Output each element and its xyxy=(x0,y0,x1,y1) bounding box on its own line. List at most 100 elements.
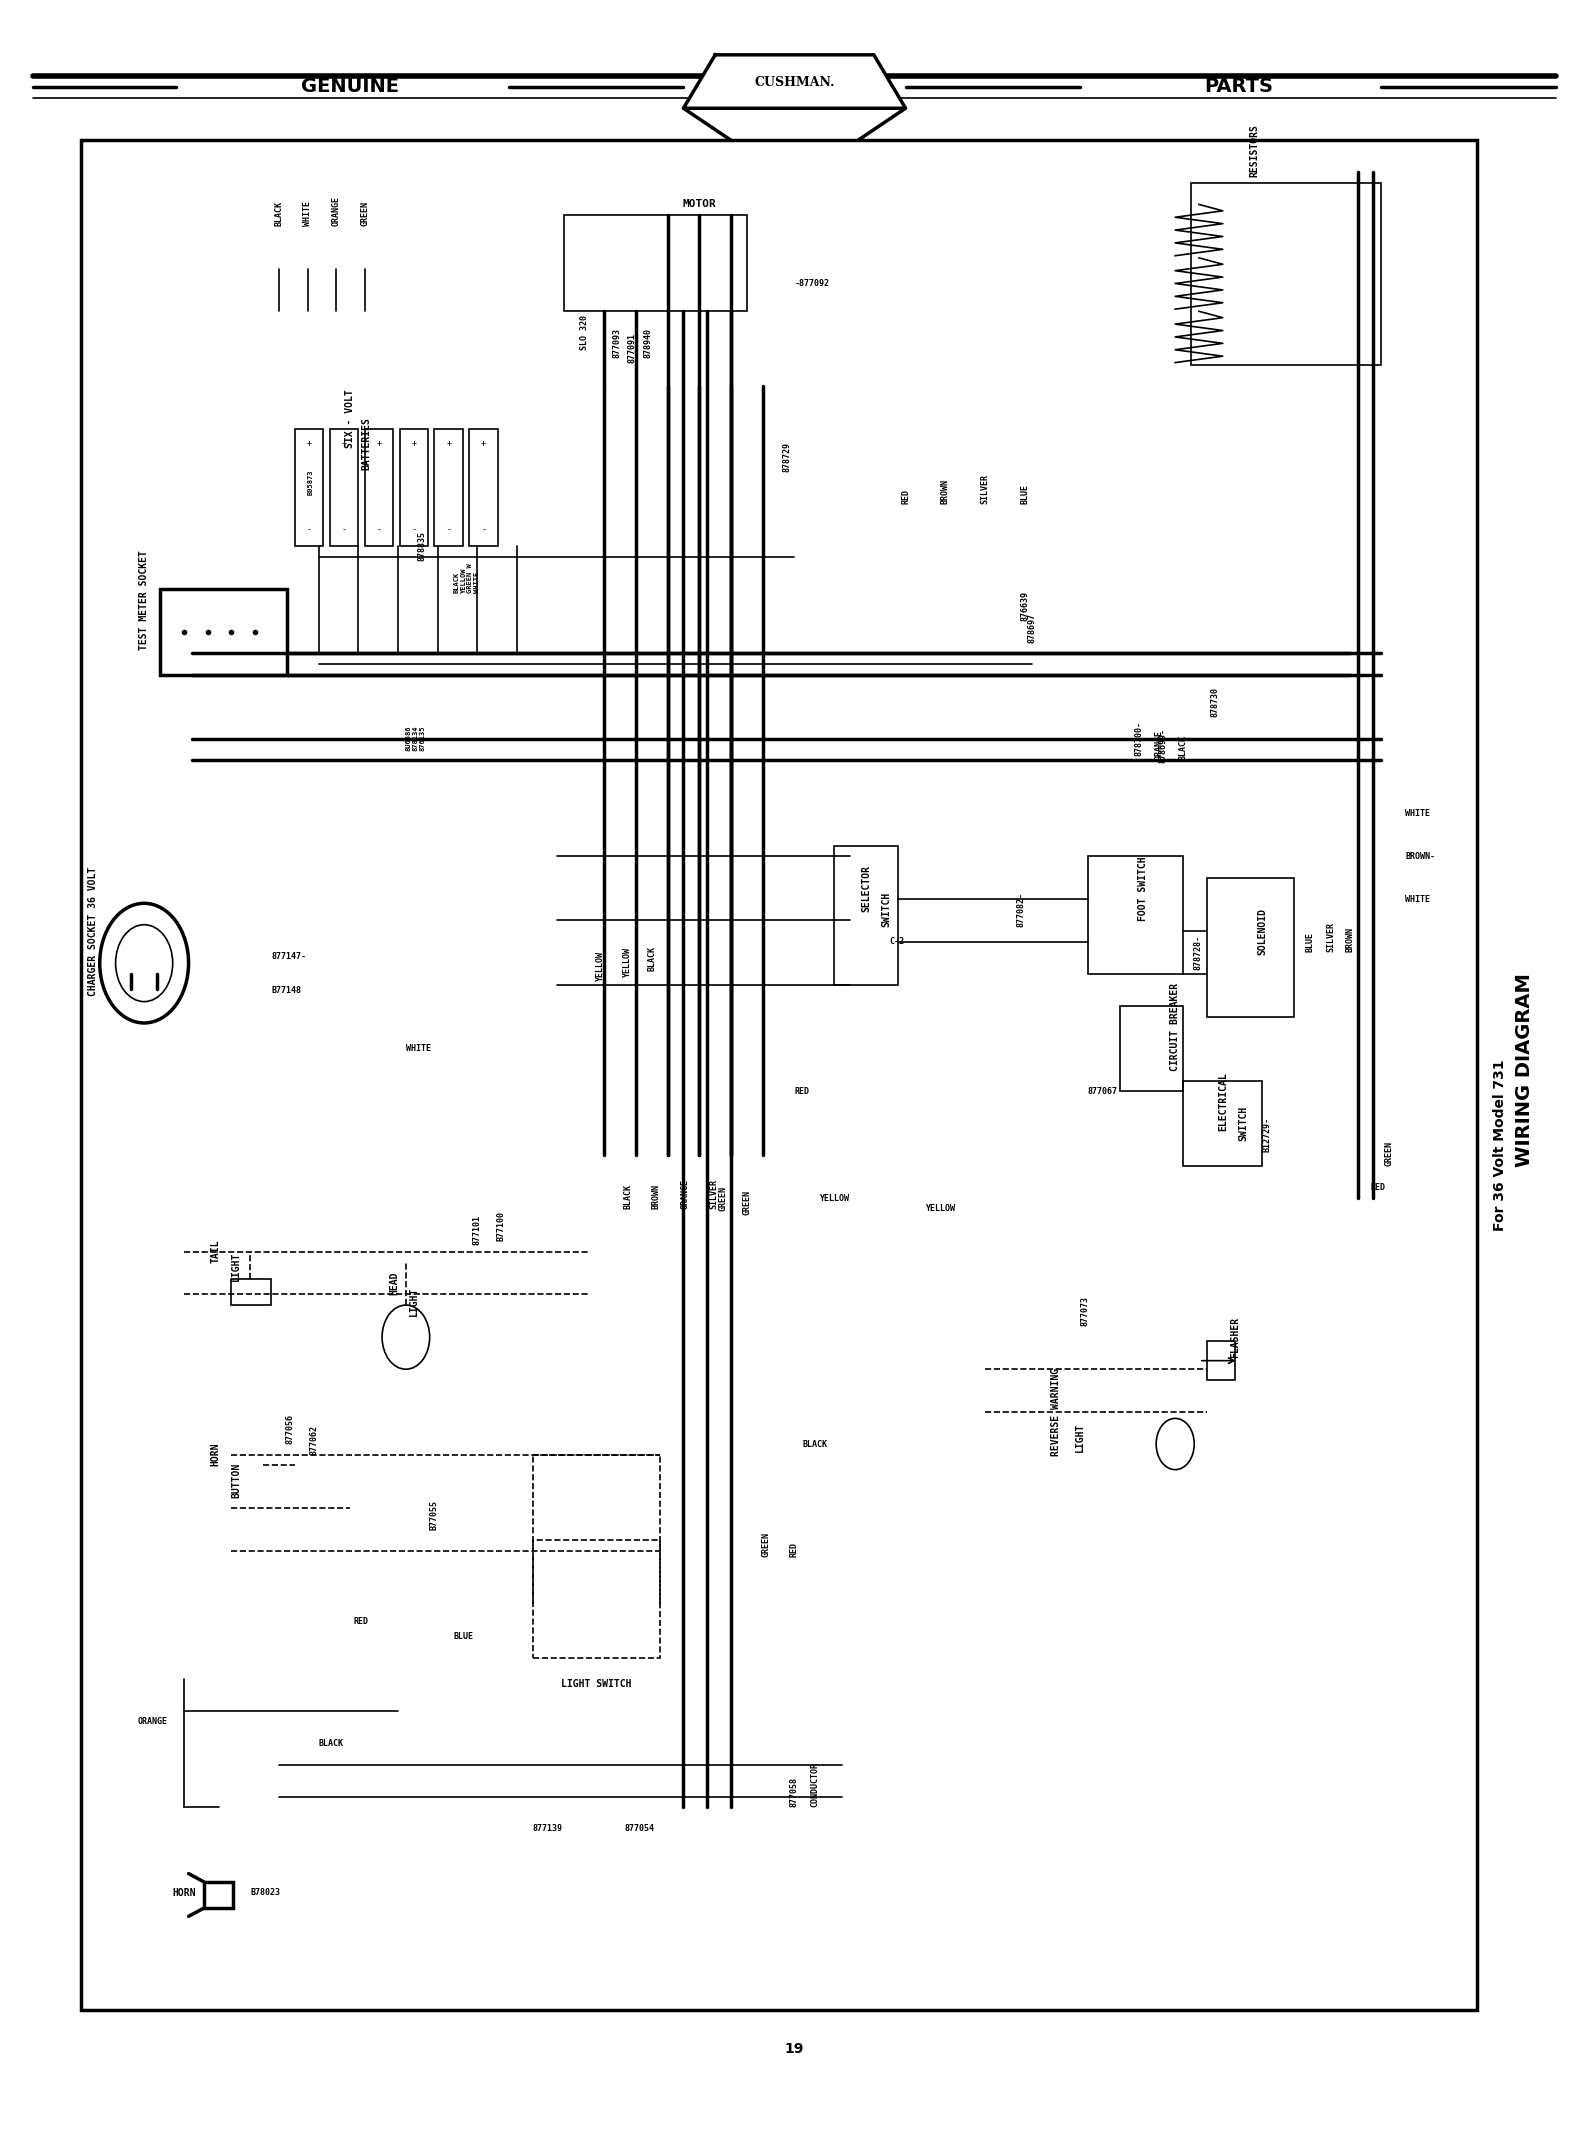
Text: SLO 320: SLO 320 xyxy=(580,315,590,351)
Text: 877082-: 877082- xyxy=(1017,892,1025,927)
Text: YELLOW: YELLOW xyxy=(623,948,632,978)
Text: SIX - VOLT: SIX - VOLT xyxy=(345,389,356,447)
Bar xyxy=(296,428,324,546)
Bar xyxy=(1184,1081,1262,1166)
Text: WHITE: WHITE xyxy=(405,1044,431,1053)
Text: LIGHT SWITCH: LIGHT SWITCH xyxy=(561,1680,631,1688)
Text: HEAD: HEAD xyxy=(389,1271,400,1295)
Text: YELLOW: YELLOW xyxy=(820,1194,849,1203)
Text: B05873: B05873 xyxy=(308,469,313,494)
Text: GREEN: GREEN xyxy=(761,1532,771,1558)
Bar xyxy=(1192,184,1381,364)
Text: HORN: HORN xyxy=(172,1887,195,1898)
Text: WIRING DIAGRAM: WIRING DIAGRAM xyxy=(1514,974,1533,1166)
Text: C-2: C-2 xyxy=(890,937,904,946)
Text: 877093: 877093 xyxy=(612,327,621,357)
Text: BLACK: BLACK xyxy=(802,1440,828,1449)
Text: LIGHT: LIGHT xyxy=(1076,1423,1085,1453)
Bar xyxy=(434,428,462,546)
Text: BROWN: BROWN xyxy=(651,1183,661,1209)
Text: B77148: B77148 xyxy=(272,987,300,995)
Text: +: + xyxy=(447,439,451,447)
Text: REVERSE WARNING: REVERSE WARNING xyxy=(1052,1367,1061,1455)
Text: FOOT SWITCH: FOOT SWITCH xyxy=(1138,856,1149,920)
Text: -: - xyxy=(307,524,311,533)
Text: RED: RED xyxy=(901,488,910,503)
Bar xyxy=(399,428,427,546)
Text: SOLENOID: SOLENOID xyxy=(1257,907,1268,954)
Text: +: + xyxy=(481,439,486,447)
Text: WHITE: WHITE xyxy=(303,201,311,227)
Text: -: - xyxy=(447,524,451,533)
Text: 877067: 877067 xyxy=(1088,1087,1119,1096)
Text: ORANGE: ORANGE xyxy=(138,1718,168,1727)
Text: TEST METER SOCKET: TEST METER SOCKET xyxy=(140,550,149,651)
Text: BATTERIES: BATTERIES xyxy=(361,417,372,471)
Bar xyxy=(469,428,497,546)
Text: B12729-: B12729- xyxy=(1262,1117,1271,1151)
Text: PARTS: PARTS xyxy=(1204,77,1273,96)
Text: SILVER: SILVER xyxy=(980,473,990,503)
Text: 877091: 877091 xyxy=(628,332,637,362)
Text: YELLOW: YELLOW xyxy=(596,952,605,982)
Text: B77055: B77055 xyxy=(431,1500,439,1530)
Text: 878835: 878835 xyxy=(418,531,426,561)
Text: BLUE: BLUE xyxy=(453,1633,474,1641)
Text: BLACK
YELLOW
GREEN W
WHITE: BLACK YELLOW GREEN W WHITE xyxy=(453,563,480,593)
Text: -877092: -877092 xyxy=(794,278,829,289)
Text: BLACK: BLACK xyxy=(623,1183,632,1209)
Text: -: - xyxy=(412,524,416,533)
Text: RED: RED xyxy=(353,1618,369,1626)
Text: YELLOW: YELLOW xyxy=(925,1205,955,1213)
Text: -: - xyxy=(481,524,486,533)
Text: CONDUCTOR: CONDUCTOR xyxy=(810,1763,820,1808)
Text: GENUINE: GENUINE xyxy=(302,77,399,96)
Text: BLUE: BLUE xyxy=(1306,933,1314,952)
Text: B78023: B78023 xyxy=(251,1887,280,1898)
Text: ELECTRICAL: ELECTRICAL xyxy=(1217,1072,1228,1132)
Text: GREEN: GREEN xyxy=(742,1190,752,1216)
Text: BROWN: BROWN xyxy=(1346,927,1354,952)
Bar xyxy=(834,845,898,984)
Bar xyxy=(1208,877,1293,1016)
Text: BLUE: BLUE xyxy=(1020,484,1030,503)
Text: BLACK: BLACK xyxy=(275,201,283,227)
Text: 877058: 877058 xyxy=(790,1778,799,1808)
Text: BROWN-: BROWN- xyxy=(1405,852,1435,860)
Text: WHITE: WHITE xyxy=(1405,809,1430,817)
Text: ORANGE: ORANGE xyxy=(680,1179,690,1209)
Text: 877056: 877056 xyxy=(286,1415,294,1444)
Text: RED: RED xyxy=(790,1543,799,1558)
Text: CIRCUIT BREAKER: CIRCUIT BREAKER xyxy=(1170,982,1181,1072)
Text: 878730: 878730 xyxy=(1211,687,1219,717)
Text: BLACK: BLACK xyxy=(319,1738,343,1748)
Text: 878940: 878940 xyxy=(644,327,653,357)
Polygon shape xyxy=(683,56,906,109)
Text: +: + xyxy=(342,439,346,447)
Text: TAIL: TAIL xyxy=(210,1239,221,1263)
Bar xyxy=(1120,1006,1184,1091)
Text: 878699-: 878699- xyxy=(1158,728,1168,762)
Text: 878697: 878697 xyxy=(1028,612,1038,642)
Text: GREEN: GREEN xyxy=(1386,1141,1394,1166)
Bar xyxy=(364,428,392,546)
Text: 878700-: 878700- xyxy=(1135,721,1144,755)
Bar xyxy=(205,1883,234,1907)
Text: BUTTON: BUTTON xyxy=(230,1464,242,1498)
Text: 877062: 877062 xyxy=(310,1425,318,1455)
Text: 877101: 877101 xyxy=(474,1216,481,1245)
Text: 19: 19 xyxy=(785,2042,804,2057)
Bar xyxy=(331,428,358,546)
Text: +: + xyxy=(377,439,381,447)
Text: SILVER: SILVER xyxy=(1327,922,1335,952)
Text: For 36 Volt Model 731: For 36 Volt Model 731 xyxy=(1494,1059,1508,1230)
Bar xyxy=(564,216,747,310)
Text: 876639: 876639 xyxy=(1020,591,1030,621)
Text: SELECTOR: SELECTOR xyxy=(861,865,871,912)
Text: -: - xyxy=(342,524,346,533)
Text: 878728-: 878728- xyxy=(1193,935,1203,969)
Text: BLACK: BLACK xyxy=(1179,736,1187,760)
Text: 877147-: 877147- xyxy=(272,952,307,961)
Text: CUSHMAN.: CUSHMAN. xyxy=(755,77,834,90)
Text: SWITCH: SWITCH xyxy=(1238,1106,1249,1141)
